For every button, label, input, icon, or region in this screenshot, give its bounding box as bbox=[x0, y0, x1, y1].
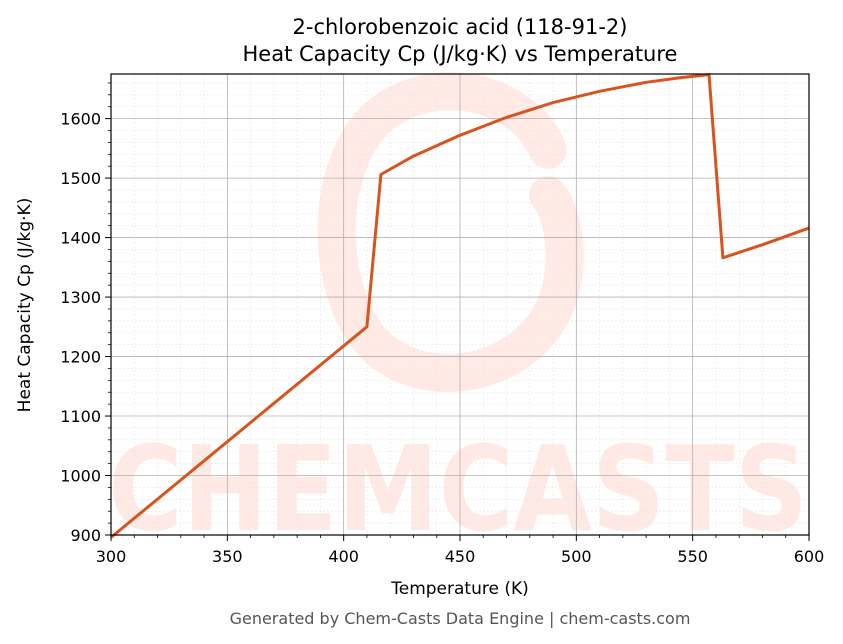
y-tick-label: 1200 bbox=[60, 348, 101, 367]
y-tick-label: 1500 bbox=[60, 169, 101, 188]
x-tick-label: 400 bbox=[328, 547, 359, 566]
x-tick-label: 600 bbox=[794, 547, 825, 566]
series-layer bbox=[110, 73, 810, 539]
y-tick-label: 1400 bbox=[60, 229, 101, 248]
y-axis-label: Heat Capacity Cp (J/kg·K) bbox=[15, 198, 35, 413]
y-tick-label: 1600 bbox=[60, 110, 101, 129]
x-tick-label: 550 bbox=[677, 547, 708, 566]
y-tick-label: 900 bbox=[70, 526, 101, 545]
axis-ticks: 300 350 400 450 500 550 600 900 1000 1100 1200 1300… bbox=[60, 82, 825, 566]
y-tick-label: 1100 bbox=[60, 407, 101, 426]
x-tick-label: 500 bbox=[561, 547, 592, 566]
x-tick-label: 450 bbox=[445, 547, 476, 566]
y-tick-label: 1000 bbox=[60, 467, 101, 486]
y-tick-label: 1300 bbox=[60, 288, 101, 307]
cp-series-line bbox=[110, 73, 810, 539]
x-tick-label: 350 bbox=[212, 547, 243, 566]
chart-title-line1: 2-chlorobenzoic acid (118-91-2) bbox=[293, 15, 628, 39]
chart-title-line2: Heat Capacity Cp (J/kg·K) vs Temperature bbox=[243, 42, 678, 66]
x-axis-label: Temperature (K) bbox=[390, 579, 529, 599]
svg-text:CHEMCASTS: CHEMCASTS bbox=[108, 420, 808, 558]
footer-credit: Generated by Chem-Casts Data Engine | ch… bbox=[230, 609, 691, 628]
x-tick-label: 300 bbox=[96, 547, 127, 566]
